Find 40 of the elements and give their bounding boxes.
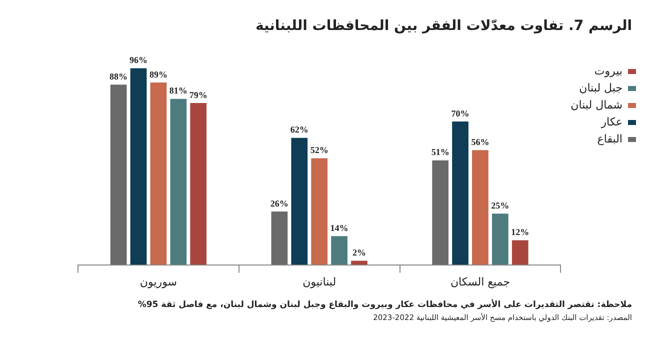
legend-label: جبل لبنان [579, 81, 622, 94]
chart-title: الرسم 7. تفاوت معدّلات الفقر بين المحافظات اللبنانية [254, 17, 633, 36]
data-label: 70% [451, 108, 470, 118]
data-label: 79% [189, 90, 208, 100]
bar [291, 138, 308, 265]
legend-label: البقاع [597, 132, 622, 146]
bar [452, 121, 468, 265]
bar [170, 98, 187, 265]
bar [150, 82, 167, 265]
bar [351, 260, 368, 265]
bar [110, 84, 127, 265]
data-label: 51% [431, 147, 450, 158]
data-label: 26% [270, 198, 288, 208]
data-label: 88% [110, 71, 128, 82]
data-label: 56% [471, 136, 490, 147]
data-label: 14% [330, 222, 348, 233]
legend-label: شمال لبنان [570, 98, 622, 112]
data-label: 96% [129, 55, 148, 66]
bar [130, 68, 147, 265]
data-label: 2% [352, 248, 366, 258]
bar [512, 240, 528, 265]
data-label: 81% [169, 86, 188, 96]
data-label: 62% [290, 124, 308, 135]
data-label: 25% [491, 200, 510, 210]
bar [492, 214, 508, 265]
bar [472, 150, 488, 265]
bar [432, 160, 448, 265]
legend-label: عكار [600, 115, 622, 128]
x-tick-label: سوريون [140, 275, 177, 288]
legend-label: بيروت [594, 64, 622, 78]
data-label: 89% [149, 69, 168, 80]
data-label: 12% [511, 227, 530, 238]
text: ملاحظة: تقتصر التقديرات على الأسر في محافظات عكار وبيروت والبقاع وجبل لبنان وشمال لبنان، مع فاصل ثقة 95% [136, 300, 632, 310]
bar [311, 158, 328, 265]
x-tick-label: جميع السكان [450, 275, 510, 288]
bar [331, 236, 348, 265]
bar [190, 103, 207, 265]
bar [271, 212, 288, 265]
x-tick-label: لبنانيون [302, 275, 336, 288]
data-label: 52% [310, 145, 328, 156]
